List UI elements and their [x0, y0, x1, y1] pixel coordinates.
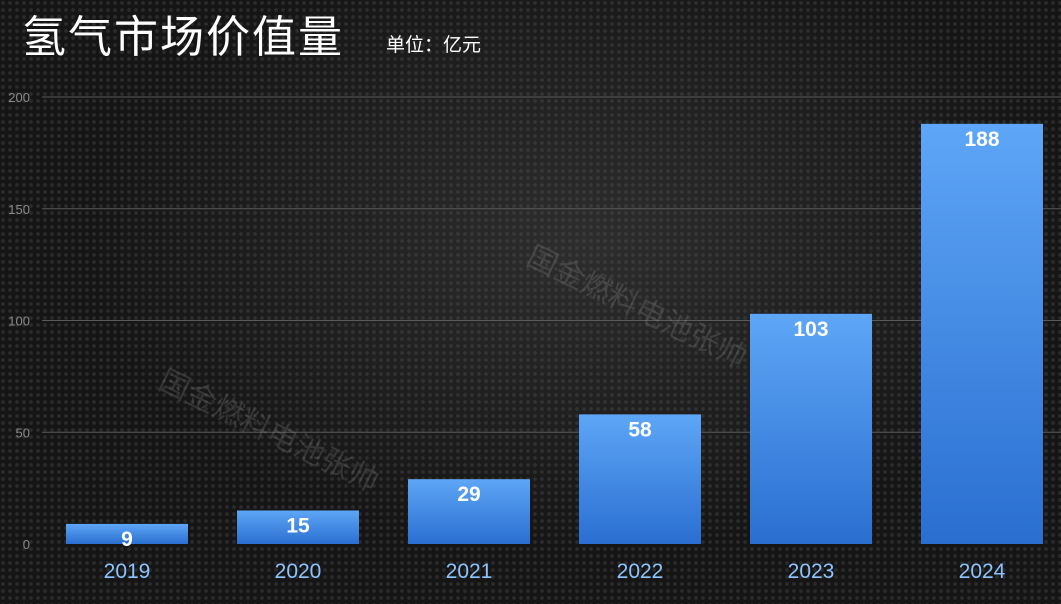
x-tick-label-2024: 2024 [959, 560, 1006, 583]
bar-2022 [579, 414, 701, 544]
data-label-2019: 9 [121, 528, 133, 551]
data-labels: 9 15 29 58 103 188 [121, 128, 1000, 551]
y-tick-label: 100 [8, 314, 30, 329]
x-axis-ticks: 2019 2020 2021 2022 2023 2024 [104, 560, 1006, 583]
bar-2019 [66, 523, 188, 544]
x-tick-label-2020: 2020 [275, 560, 322, 583]
bar-2024 [921, 123, 1043, 544]
bar-2020 [237, 510, 359, 544]
data-label-2024: 188 [964, 128, 999, 151]
y-tick-label: 200 [8, 90, 30, 105]
bars [66, 123, 1043, 544]
data-label-2022: 58 [628, 418, 652, 441]
bar-2021 [408, 479, 530, 544]
data-label-2023: 103 [793, 318, 828, 341]
y-tick-label: 50 [16, 425, 30, 440]
y-tick-label: 0 [23, 537, 30, 552]
y-axis-ticks: 0 50 100 150 200 [8, 90, 30, 552]
gridlines [42, 96, 1061, 433]
bar-2023 [750, 313, 872, 544]
unit-label: 单位：亿元 [386, 34, 482, 56]
x-tick-label-2019: 2019 [104, 560, 151, 583]
x-tick-label-2022: 2022 [617, 560, 664, 583]
data-label-2021: 29 [457, 483, 480, 506]
data-label-2020: 15 [286, 514, 310, 537]
x-tick-label-2023: 2023 [788, 560, 835, 583]
x-tick-label-2021: 2021 [446, 560, 493, 583]
chart-title: 氢气市场价值量 [22, 12, 344, 63]
y-tick-label: 150 [8, 202, 30, 217]
